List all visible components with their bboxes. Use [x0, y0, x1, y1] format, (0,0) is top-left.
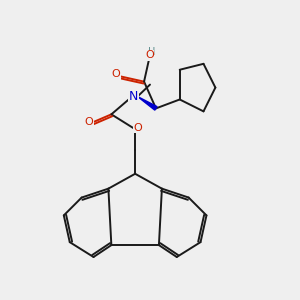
Text: O: O — [111, 69, 120, 79]
Polygon shape — [137, 97, 157, 110]
Text: H: H — [148, 47, 155, 57]
Text: O: O — [85, 117, 93, 127]
Text: N: N — [129, 90, 138, 103]
Text: O: O — [133, 123, 142, 133]
Text: O: O — [145, 50, 154, 61]
